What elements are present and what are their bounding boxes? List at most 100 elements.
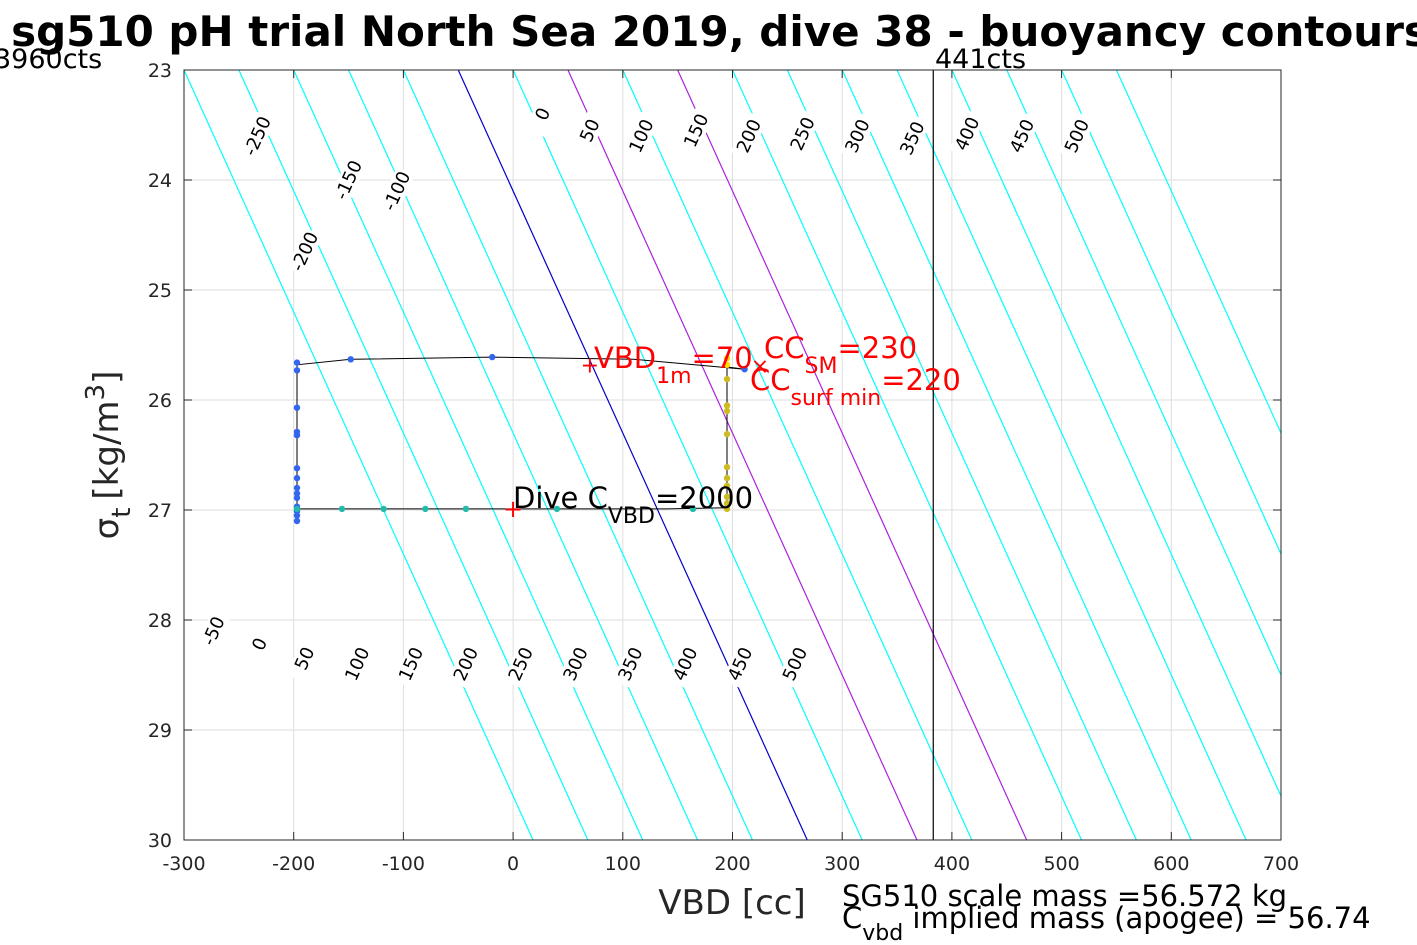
data-point xyxy=(741,366,748,373)
contour-label-bg xyxy=(678,106,715,155)
data-point xyxy=(293,517,301,525)
ccsurf-sub: surf min xyxy=(791,386,882,411)
contour-label-bg xyxy=(239,111,276,161)
contour-label-bg xyxy=(894,114,931,163)
x-tick-label: 600 xyxy=(1153,853,1189,875)
ccsm-marker: × xyxy=(751,355,769,380)
x-tick-label: -300 xyxy=(162,853,205,875)
data-point xyxy=(293,474,301,482)
mass-line-2-main: C xyxy=(842,901,862,935)
data-point xyxy=(723,430,731,438)
contour-line--100 xyxy=(347,70,699,840)
x-tick-label: 0 xyxy=(507,853,519,875)
contour-label-bg xyxy=(241,620,278,669)
ccsurf-value: =220 xyxy=(881,363,961,397)
contour-label-bg xyxy=(286,227,323,276)
x-tick-label: -200 xyxy=(272,853,315,875)
data-point xyxy=(293,512,301,519)
contour-label-bg xyxy=(776,639,814,689)
y-tick-label: 24 xyxy=(148,170,172,192)
data-point xyxy=(380,505,387,513)
y-axis-label: σt [kg/m3] xyxy=(81,371,137,540)
contour-label-bg xyxy=(839,111,876,161)
ylabel-sup: 3 xyxy=(81,384,111,401)
data-point xyxy=(462,505,470,513)
data-point xyxy=(553,505,561,513)
x-tick-label: 200 xyxy=(714,853,750,875)
contour-line-0 xyxy=(457,70,808,840)
dive-sub: VBD xyxy=(608,504,655,529)
dive-label: Dive CVBD=2000 xyxy=(513,481,753,529)
data-point xyxy=(689,505,697,513)
y-tick-label: 30 xyxy=(148,830,172,852)
contour-label-bg xyxy=(557,639,594,689)
x-tick-label: 100 xyxy=(605,853,641,875)
x-tick-label: 300 xyxy=(824,853,860,875)
contour-label-bg xyxy=(1058,111,1096,161)
trajectory-line xyxy=(296,356,745,510)
data-point xyxy=(347,356,354,363)
data-point xyxy=(723,463,731,471)
data-point xyxy=(293,505,301,513)
y-tick-label: 26 xyxy=(148,390,172,412)
data-point xyxy=(489,353,496,361)
y-tick-label: 27 xyxy=(148,500,172,522)
contour-label-bg xyxy=(721,639,759,689)
counts-right-label: 441cts xyxy=(935,44,1026,75)
ccsm-label: CCSM=230 xyxy=(764,331,917,379)
data-point xyxy=(293,490,301,497)
contour-label-bg xyxy=(571,106,609,155)
counts-left-label: 3960cts xyxy=(0,44,102,75)
contour-label-bg xyxy=(447,639,485,689)
mass-line-2-sub: vbd xyxy=(862,921,903,945)
contour-label-bg xyxy=(286,634,323,683)
mass-line-2: Cvbd implied mass (apogee) = 56.74 xyxy=(842,901,1371,945)
ylabel-symbol: σ xyxy=(87,518,127,540)
ccsurf-label: CCsurf min=220 xyxy=(750,363,961,411)
ylabel-close: ] xyxy=(87,371,127,384)
data-points xyxy=(293,353,748,525)
vbd1m-main: VBD xyxy=(594,341,656,375)
contour-label-bg xyxy=(612,639,649,689)
contour-label-bg xyxy=(949,109,986,158)
x-tick-label: 500 xyxy=(1043,853,1079,875)
contour-label-bg xyxy=(1003,111,1041,161)
data-point xyxy=(723,500,731,507)
y-tick-label: 23 xyxy=(148,60,172,82)
data-point xyxy=(338,505,346,513)
vbd1m-value: =70 xyxy=(692,341,753,375)
ccsm-value: =230 xyxy=(837,331,917,365)
contour-line--250 xyxy=(184,70,534,840)
vbd1m-marker: + xyxy=(581,353,599,378)
dive-main: Dive C xyxy=(513,481,608,515)
x-axis-label: VBD [cc] xyxy=(658,883,806,923)
mass-line-1: SG510 scale mass =56.572 kg xyxy=(842,879,1287,913)
data-point xyxy=(723,493,731,500)
contour-line-600 xyxy=(1115,70,1281,435)
dive-value: =2000 xyxy=(655,481,753,515)
contour-label-bg xyxy=(392,639,430,689)
data-point xyxy=(293,494,301,502)
contour-label-bg xyxy=(730,111,768,161)
x-tick-label: 400 xyxy=(934,853,970,875)
data-point xyxy=(293,404,301,411)
contour-label-bg xyxy=(623,111,660,161)
data-point xyxy=(723,375,731,383)
y-tick-label: 25 xyxy=(148,280,172,302)
data-point xyxy=(723,474,731,482)
trajectory xyxy=(296,356,745,510)
data-point xyxy=(293,367,301,374)
data-point xyxy=(723,505,731,513)
contour-line--150 xyxy=(293,70,644,840)
x-tick-label: 700 xyxy=(1263,853,1299,875)
data-point xyxy=(422,505,429,513)
contour-label-bg xyxy=(330,155,367,205)
y-tick-label: 29 xyxy=(148,720,172,742)
data-point xyxy=(293,432,301,439)
contour-label-bg xyxy=(378,166,416,216)
contour-label-bg xyxy=(339,639,376,689)
contour-label-bg xyxy=(667,639,704,689)
y-tick-label: 28 xyxy=(148,610,172,632)
data-point xyxy=(293,484,301,492)
